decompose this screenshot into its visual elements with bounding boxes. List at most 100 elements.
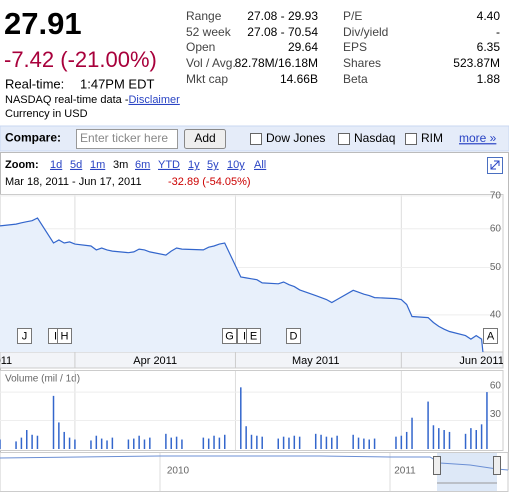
- volume-bar: [298, 436, 301, 449]
- volume-bar: [368, 439, 370, 449]
- volume-bar: [0, 439, 1, 449]
- date-layer: Mar 2011 Apr 2011 May 2011 Jun 2011: [0, 355, 503, 367]
- volume-bar: [31, 434, 33, 449]
- event-flag[interactable]: [483, 328, 498, 344]
- event-flag[interactable]: [222, 328, 237, 344]
- range-change: -32.89 (-54.05%): [168, 176, 251, 188]
- volume-bar: [411, 417, 413, 449]
- volume-bar: [207, 438, 210, 449]
- volume-bar: [288, 437, 290, 449]
- zoom-option: 3m: [113, 159, 128, 171]
- y-tick-label: 50: [490, 262, 502, 273]
- checkbox-label: Nasdaq: [354, 131, 395, 145]
- y-tick-label: 60: [490, 223, 502, 234]
- range-dates: Mar 18, 2011 - Jun 17, 2011: [5, 176, 142, 188]
- y-tick-label: 60: [490, 381, 502, 392]
- volume-bar: [363, 438, 365, 449]
- volume-bar: [475, 430, 477, 449]
- volume-bar: [432, 425, 435, 449]
- volume-bar: [68, 437, 71, 449]
- volume-bar: [261, 436, 263, 449]
- ticker-input[interactable]: [76, 129, 178, 149]
- stat-value: 82.78M/16.18M: [235, 56, 318, 70]
- volume-bar: [138, 435, 140, 449]
- more-link[interactable]: more »: [459, 131, 497, 145]
- volume-bar: [63, 431, 65, 449]
- event-flag-label: E: [250, 330, 257, 342]
- realtime-label: Real-time:: [5, 76, 64, 91]
- date-strip: [0, 351, 504, 369]
- stat-value: -: [496, 25, 500, 39]
- checkbox[interactable]: [405, 133, 417, 145]
- zoom-option[interactable]: 1m: [90, 159, 105, 171]
- volume-bar: [90, 440, 92, 449]
- y-tick-label: 30: [490, 409, 502, 420]
- volume-bar: [170, 437, 172, 449]
- zoom-option[interactable]: 5y: [207, 159, 219, 171]
- volume-bar: [470, 428, 472, 449]
- volume-bar: [480, 424, 483, 449]
- zoom-option[interactable]: 1y: [188, 159, 200, 171]
- volume-bar: [427, 401, 429, 449]
- event-flag[interactable]: [57, 328, 72, 344]
- stat-label: Shares: [343, 56, 381, 70]
- event-flag[interactable]: [286, 328, 301, 344]
- volume-bar: [36, 435, 39, 449]
- checkbox[interactable]: [250, 133, 262, 145]
- expand-icon: [490, 160, 500, 170]
- checkbox[interactable]: [338, 133, 350, 145]
- volume-bar: [20, 437, 23, 449]
- navigator-handle[interactable]: [433, 456, 441, 475]
- stat-value: 14.66B: [280, 72, 318, 86]
- navigator-handle[interactable]: [493, 456, 501, 475]
- volume-bar: [256, 435, 258, 449]
- event-flag-label: J: [22, 330, 28, 342]
- x-tick-label: Mar 2011: [0, 355, 12, 367]
- price: 27.91: [4, 6, 82, 41]
- x-tick-label: Apr 2011: [133, 355, 177, 367]
- price-layer: [0, 195, 503, 352]
- zoom-option[interactable]: YTD: [158, 159, 180, 171]
- volume-bar: [352, 434, 354, 449]
- volume-bar: [74, 439, 76, 449]
- zoom-option[interactable]: 10y: [227, 159, 245, 171]
- event-flag-label: D: [290, 330, 298, 342]
- event-flag[interactable]: [246, 328, 261, 344]
- volume-bar: [486, 392, 488, 449]
- add-button[interactable]: [184, 129, 226, 149]
- y-tick-label: 70: [490, 191, 502, 202]
- volume-bar: [331, 437, 333, 449]
- volume-bar: [111, 437, 114, 449]
- zoom-option[interactable]: 6m: [135, 159, 150, 171]
- stat-value: 523.87M: [453, 56, 500, 70]
- volume-bar: [175, 436, 178, 449]
- price-area: [0, 218, 487, 352]
- stat-value: 27.08 - 29.93: [247, 9, 318, 23]
- volume-bar: [314, 433, 317, 449]
- stat-value: 6.35: [477, 40, 501, 54]
- volume-bar: [58, 422, 60, 449]
- volume-bar: [100, 438, 103, 449]
- stat-label: Open: [186, 40, 215, 54]
- volume-bar: [277, 438, 280, 449]
- x-tick-label: Jun 2011: [459, 355, 503, 367]
- volume-bar: [464, 433, 467, 449]
- volume-bar: [400, 435, 403, 449]
- zoom-option[interactable]: All: [254, 159, 266, 171]
- y-tick-label: 40: [490, 310, 502, 321]
- currency: Currency in USD: [5, 108, 88, 120]
- x-tick-label: May 2011: [292, 355, 340, 367]
- volume-bar: [223, 434, 226, 449]
- volume-bar: [240, 387, 242, 449]
- disclaimer-link[interactable]: Disclaimer: [128, 94, 180, 106]
- zoom-option[interactable]: 5d: [70, 159, 82, 171]
- stat-label: Mkt cap: [186, 72, 228, 86]
- compare-label: Compare:: [5, 131, 61, 145]
- zoom-option[interactable]: 1d: [50, 159, 62, 171]
- event-flag[interactable]: [17, 328, 32, 344]
- volume-bar: [245, 426, 247, 449]
- volume-bar: [149, 437, 151, 449]
- stat-value: 27.08 - 70.54: [247, 25, 318, 39]
- volume-bar: [127, 439, 130, 449]
